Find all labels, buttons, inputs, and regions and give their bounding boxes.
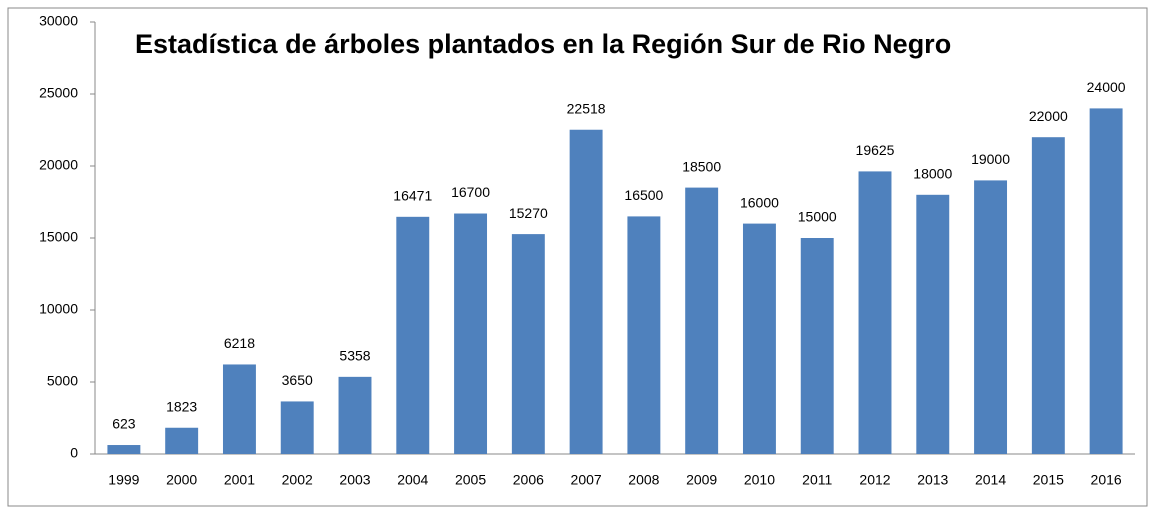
bar (1031, 137, 1065, 454)
x-tick-label: 2001 (224, 472, 255, 488)
bar (974, 180, 1008, 454)
x-tick-label: 2009 (686, 472, 717, 488)
bar (511, 234, 545, 454)
data-label: 1823 (166, 398, 197, 414)
x-tick-label: 2012 (859, 472, 890, 488)
data-label: 6218 (224, 335, 255, 351)
bar (454, 213, 488, 454)
data-label: 19000 (971, 151, 1010, 167)
x-tick-label: 2003 (339, 472, 370, 488)
bar (165, 427, 199, 454)
data-label: 18000 (913, 166, 952, 182)
chart-frame (7, 7, 1148, 507)
x-tick-label: 2014 (975, 472, 1006, 488)
y-tick-label: 25000 (39, 85, 78, 101)
x-tick-label: 2008 (628, 472, 659, 488)
y-tick-label: 0 (70, 445, 78, 461)
x-tick-label: 2002 (282, 472, 313, 488)
x-tick-label: 2016 (1091, 472, 1122, 488)
chart-title: Estadística de árboles plantados en la R… (135, 29, 951, 59)
data-label: 16700 (451, 184, 490, 200)
data-label: 16471 (393, 188, 432, 204)
y-tick-label: 20000 (39, 157, 78, 173)
bar (627, 216, 661, 454)
data-label: 16500 (624, 187, 663, 203)
data-label: 18500 (682, 158, 721, 174)
x-tick-label: 2004 (397, 472, 428, 488)
bar (685, 187, 719, 454)
bar (1089, 108, 1123, 455)
x-tick-label: 2013 (917, 472, 948, 488)
y-tick-label: 10000 (39, 301, 78, 317)
x-tick-label: 2011 (802, 472, 832, 488)
bar (858, 171, 892, 454)
y-tick-label: 5000 (47, 373, 78, 389)
data-label: 623 (112, 416, 136, 432)
bar (280, 401, 314, 454)
data-label: 16000 (740, 194, 779, 210)
data-label: 24000 (1087, 79, 1126, 95)
data-label: 3650 (282, 372, 313, 388)
x-tick-label: 2015 (1033, 472, 1064, 488)
bar (396, 216, 430, 454)
bar (338, 376, 372, 454)
bar (800, 238, 834, 454)
x-tick-label: 2005 (455, 472, 486, 488)
x-tick-label: 1999 (108, 472, 139, 488)
bar (916, 194, 950, 455)
x-tick-label: 2000 (166, 472, 197, 488)
data-label: 22518 (567, 100, 606, 116)
data-label: 5358 (339, 348, 370, 364)
bar (742, 223, 776, 454)
x-tick-label: 2006 (513, 472, 544, 488)
data-label: 19625 (856, 142, 895, 158)
data-label: 22000 (1029, 108, 1068, 124)
x-tick-label: 2007 (571, 472, 602, 488)
y-tick-label: 15000 (39, 229, 78, 245)
x-tick-label: 2010 (744, 472, 775, 488)
bar (569, 129, 603, 455)
data-label: 15270 (509, 205, 548, 221)
bar (107, 445, 141, 454)
y-tick-label: 30000 (39, 13, 78, 29)
data-label: 15000 (798, 209, 837, 225)
bar (222, 364, 256, 454)
